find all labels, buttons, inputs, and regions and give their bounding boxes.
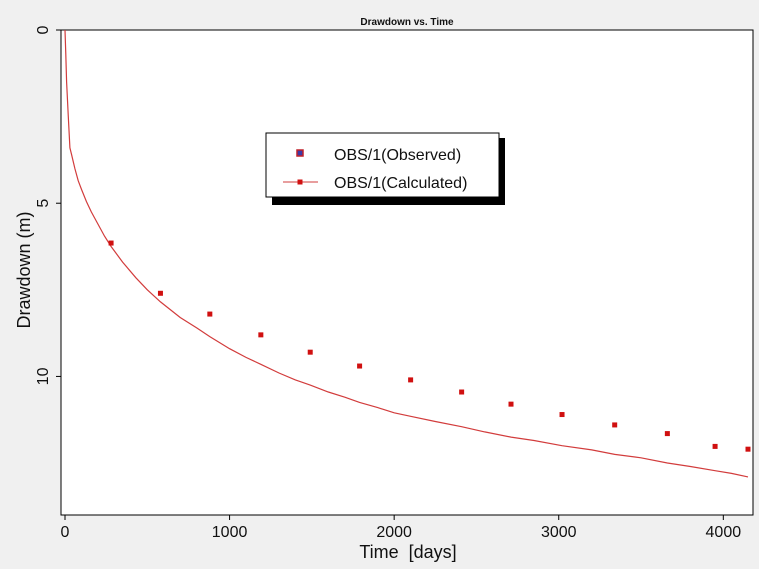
legend: OBS/1(Observed) OBS/1(Calculated) [265,132,505,205]
x-tick-label: 3000 [541,524,577,541]
calculated-point [207,311,213,317]
calculated-point [408,377,414,383]
legend-calculated-label: OBS/1(Calculated) [334,175,467,192]
y-tick-label: 0 [35,25,52,34]
legend-box [265,132,500,198]
calculated-point [258,332,264,338]
calculated-series-line [64,29,749,478]
calculated-point [108,240,114,246]
x-tick-label: 1000 [212,524,248,541]
calculated-point [508,401,514,407]
calculated-point [745,446,751,452]
x-tick-label: 0 [61,524,70,541]
calculated-point [357,363,363,369]
calculated-point [664,431,670,437]
calculated-point [459,389,465,395]
calculated-point [559,412,565,418]
legend-calculated-marker [297,179,303,185]
legend-observed-marker [296,149,304,157]
series-layer [64,29,751,478]
x-axis-label: Time [days] [359,542,456,562]
y-tick-label: 5 [35,199,52,208]
y-axis-label: Drawdown (m) [14,211,34,328]
plot-area [60,29,754,516]
calculated-point [612,422,618,428]
calculated-point [157,290,163,296]
calculated-point [712,443,718,449]
y-tick-label: 10 [35,367,52,385]
x-tick-label: 4000 [706,524,742,541]
axis-ticks: 0 1000 2000 3000 4000 0 5 10 [35,25,741,541]
x-tick-label: 2000 [376,524,412,541]
calculated-point [307,349,313,355]
legend-observed-label: OBS/1(Observed) [334,147,461,164]
chart-title: Drawdown vs. Time [360,17,454,28]
